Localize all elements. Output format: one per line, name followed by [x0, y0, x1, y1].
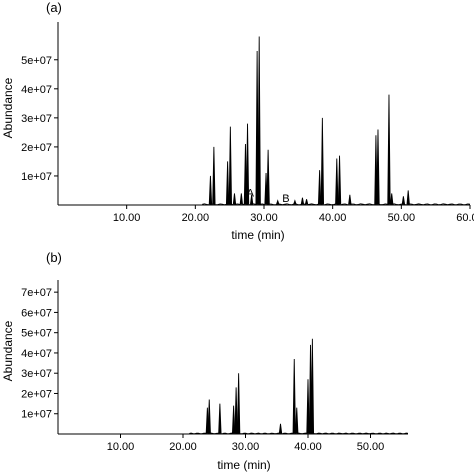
x-tick-label: 30.00	[250, 212, 278, 224]
chromatogram-peak	[245, 123, 250, 205]
chromatogram-peak	[234, 387, 238, 434]
chromatogram-peak	[401, 196, 406, 205]
y-tick-label: 5e+07	[21, 55, 52, 67]
chromatogram-peak	[320, 117, 325, 205]
chromatogram-peak	[228, 126, 233, 205]
y-axis-label-b: Abundance	[1, 320, 15, 381]
chromatogram-peak	[337, 155, 342, 205]
y-tick-label: 7e+07	[21, 287, 52, 299]
x-tick-label: 60.00	[456, 212, 474, 224]
x-tick-label: 50.00	[388, 212, 416, 224]
x-tick-label: 40.00	[294, 441, 322, 453]
y-tick-label: 6e+07	[21, 307, 52, 319]
chromatogram-peak	[292, 359, 296, 434]
y-tick-label: 4e+07	[21, 84, 52, 96]
peak-annotation: A	[247, 187, 255, 199]
chromatogram-peak	[300, 197, 305, 205]
chromatogram-peak	[257, 36, 261, 205]
y-tick-label: 2e+07	[21, 388, 52, 400]
x-tick-label: 30.00	[232, 441, 260, 453]
x-tick-label: 20.00	[169, 441, 197, 453]
chromatogram-peak	[306, 379, 310, 434]
chromatogram-peak	[295, 407, 299, 434]
peak-annotation: B	[282, 193, 289, 205]
x-axis-label-a: time (min)	[231, 228, 284, 242]
x-tick-label: 10.00	[113, 212, 141, 224]
x-tick-label: 50.00	[357, 441, 385, 453]
chromatogram-peak	[304, 199, 309, 205]
chromatogram-peak	[218, 403, 222, 434]
y-tick-label: 1e+07	[21, 171, 52, 183]
chromatogram-peak	[207, 399, 211, 434]
panel-label-a: (a)	[46, 0, 62, 15]
chromatogram-peak	[317, 170, 322, 205]
x-tick-label: 40.00	[319, 212, 347, 224]
chromatogram-peak	[406, 190, 410, 205]
y-tick-label: 2e+07	[21, 142, 52, 154]
chromatogram-peak	[208, 175, 213, 205]
chromatogram-peak	[278, 423, 283, 434]
y-axis-label-a: Abundance	[1, 77, 15, 138]
chromatogram-peak	[276, 199, 280, 205]
chromatogram-peak	[212, 146, 216, 205]
chromatogram-peak	[231, 405, 236, 434]
y-tick-label: 4e+07	[21, 348, 52, 360]
chromatogram-peak	[390, 193, 394, 205]
x-tick-label: 20.00	[182, 212, 210, 224]
chromatogram-peak	[225, 161, 230, 205]
chromatogram-peak	[249, 194, 254, 205]
chromatogram-peak	[266, 149, 270, 205]
x-tick-label: 10.00	[107, 441, 135, 453]
chromatogram-peak	[310, 338, 315, 434]
chromatogram-panel-a: (a) Abundance time (min) 1e+07 2e+07 3e+07…	[1, 0, 474, 242]
panel-label-b: (b)	[46, 250, 62, 265]
y-tick-label: 1e+07	[21, 409, 52, 421]
y-tick-label: 5e+07	[21, 328, 52, 340]
baseline-trace	[189, 432, 409, 435]
chromatogram-panel-b: (b) Abundance time (min) 1e+07 2e+07 3e+07…	[1, 250, 409, 472]
chromatogram-peak	[348, 194, 352, 205]
y-tick-label: 3e+07	[21, 368, 52, 380]
chromatogram-peak	[232, 193, 237, 205]
chromatogram-peak	[376, 129, 380, 205]
chromatogram-peak	[387, 94, 391, 205]
x-axis-label-b: time (min)	[217, 458, 270, 472]
chromatogram-peak	[236, 373, 241, 434]
y-tick-label: 3e+07	[21, 113, 52, 125]
chromatogram-peak	[335, 158, 339, 205]
chromatogram-peak	[293, 199, 297, 205]
chromatogram-peak	[239, 193, 243, 205]
